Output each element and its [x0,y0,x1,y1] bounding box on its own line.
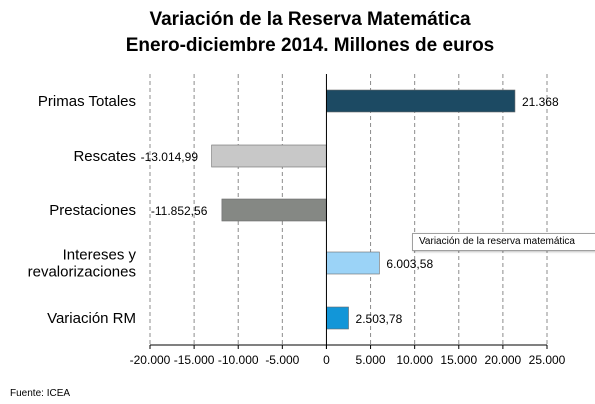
category-label: Intereses y [63,247,137,264]
category-label: revalorizaciones [28,264,136,281]
data-label: 21.368 [522,95,559,109]
x-tick-label: -20.000 [130,353,171,367]
x-tick-label: -5.000 [265,353,299,367]
x-tick-label: 5.000 [356,353,386,367]
chart-subtitle: Enero-diciembre 2014. Millones de euros [125,35,495,56]
category-label: Prestaciones [49,202,136,219]
category-label: Variación RM [47,310,136,327]
x-tick-label: 20.000 [485,353,522,367]
source-note: Fuente: ICEA [10,388,71,399]
data-label: 6.003,58 [386,257,433,271]
bar [326,306,349,330]
x-tick-label: -10.000 [218,353,259,367]
bar [221,198,327,222]
x-tick-label: 0 [323,353,330,367]
bar [326,251,380,275]
category-label: Rescates [73,148,136,165]
x-tick-label: -15.000 [174,353,215,367]
data-label: 2.503,78 [356,312,403,326]
category-label: Primas Totales [38,93,136,110]
series-tooltip: Variación de la reserva matemática [412,233,595,251]
data-label: -13.014,99 [141,150,199,164]
data-label: -11.852,56 [151,204,208,218]
bar [211,144,327,168]
x-tick-label: 15.000 [440,353,477,367]
bar [326,89,516,113]
x-tick-label: 10.000 [396,353,433,367]
x-tick-label: 25.000 [529,353,566,367]
chart-title: Variación de la Reserva Matemática [149,9,471,30]
